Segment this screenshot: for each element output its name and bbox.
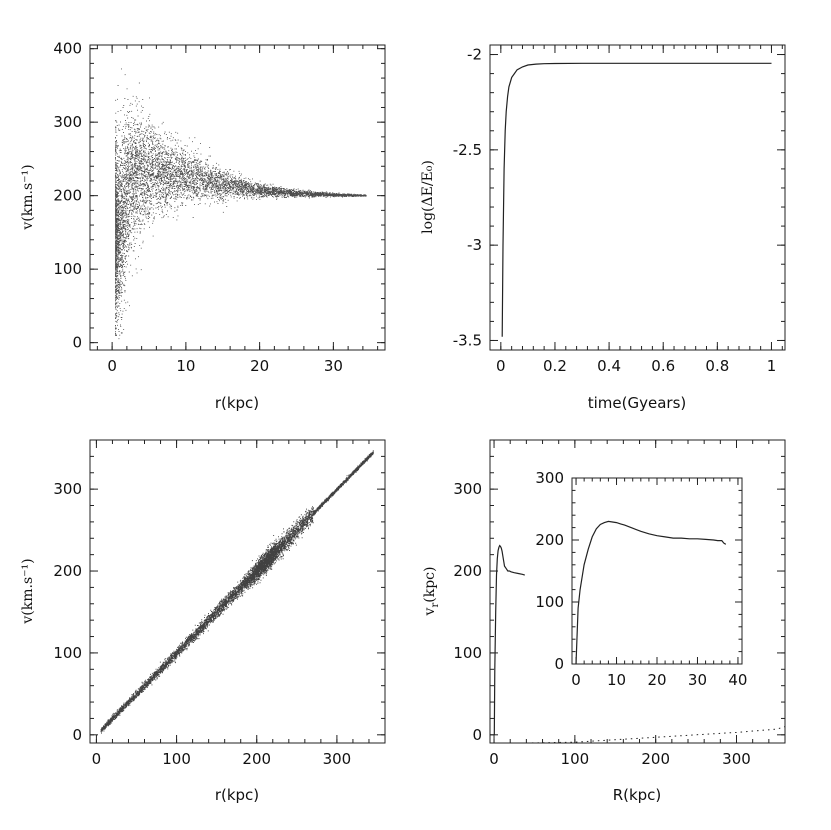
scatter-cloud (115, 68, 367, 340)
x-tick-label: 200 (242, 750, 271, 768)
inset-axis-ticks: 0 10 20 30 40 0 100 200 300 (535, 469, 747, 689)
x-tick-label: 0 (571, 671, 581, 689)
x-axis-label: r(kpc) (215, 394, 259, 412)
y-axis-label: vr(kpc) (422, 567, 441, 617)
x-axis-label: time(Gyears) (588, 394, 687, 412)
inset-frame (571, 477, 743, 665)
panel-energy-time: 0 0.2 0.4 0.6 0.8 1-3.5-3-2.5-2 time(Gyears) … (420, 44, 786, 412)
y-tick-label: 300 (53, 480, 82, 498)
x-tick-label: 10 (176, 357, 195, 375)
x-tick-label: 0.2 (543, 357, 567, 375)
y-tick-label: -2 (467, 46, 482, 64)
y-axis-label: log(ΔE/E₀) (420, 160, 436, 234)
inset-rotation-curve (575, 520, 727, 665)
scatter-cloud (100, 450, 374, 734)
y-tick-label: 300 (53, 113, 82, 131)
y-tick-label: -3.5 (453, 331, 482, 349)
x-tick-label: 0.4 (597, 357, 621, 375)
x-tick-label: 10 (607, 671, 626, 689)
x-axis-label: r(kpc) (215, 786, 259, 804)
y-tick-label: 300 (535, 469, 564, 487)
x-tick-label: 0 (107, 357, 117, 375)
x-tick-label: 30 (324, 357, 343, 375)
plot-frame (489, 44, 786, 351)
y-tick-label: 100 (453, 644, 482, 662)
panel-velocity-radius-linear: 0 100 200 300 0 100 200 300 r(kpc) v(km.s⁻¹) (20, 439, 386, 804)
y-tick-label: 0 (72, 726, 82, 744)
y-axis-label: v(km.s⁻¹) (20, 164, 36, 230)
x-tick-label: 30 (688, 671, 707, 689)
y-tick-label: -3 (467, 236, 482, 254)
y-tick-label: 100 (535, 593, 564, 611)
rotation-curve (493, 544, 525, 735)
x-tick-label: 20 (250, 357, 269, 375)
x-tick-label: 40 (728, 671, 747, 689)
x-tick-label: 0 (489, 750, 499, 768)
y-tick-label: 300 (453, 480, 482, 498)
x-tick-label: 0 (496, 357, 506, 375)
y-tick-label: -2.5 (453, 141, 482, 159)
y-tick-label: 0 (472, 726, 482, 744)
y-tick-label: 200 (453, 562, 482, 580)
energy-curve (501, 62, 772, 337)
y-tick-label: 100 (53, 644, 82, 662)
scatter-points (115, 68, 367, 340)
x-tick-label: 0 (92, 750, 102, 768)
y-tick-label: 100 (53, 260, 82, 278)
axis-ticks: 0 0.2 0.4 0.6 0.8 1 -3.5 -3 -2.5 -2 (453, 45, 785, 375)
y-axis-label: v(km.s⁻¹) (20, 558, 36, 624)
x-tick-label: 100 (561, 750, 590, 768)
y-tick-label: 400 (53, 40, 82, 58)
x-tick-label: 300 (323, 750, 352, 768)
y-tick-label: 0 (554, 655, 564, 673)
y-tick-label: 0 (72, 334, 82, 352)
x-tick-label: 1 (767, 357, 777, 375)
inset-chart: 0 10 20 30 40 0 100 200 300 (535, 469, 747, 689)
plot-frame (489, 439, 786, 744)
y-tick-label: 200 (53, 187, 82, 205)
x-tick-label: 20 (647, 671, 666, 689)
y-tick-label: 200 (535, 531, 564, 549)
y-tick-label: 200 (53, 562, 82, 580)
plot-frame (89, 44, 386, 351)
x-axis-label: R(kpc) (613, 786, 662, 804)
scatter-points (100, 450, 374, 734)
x-tick-label: 300 (722, 750, 751, 768)
dotted-curve (526, 726, 786, 744)
x-tick-label: 100 (162, 750, 191, 768)
x-tick-label: 0.8 (705, 357, 729, 375)
x-tick-label: 0.6 (651, 357, 675, 375)
x-tick-label: 200 (641, 750, 670, 768)
axis-ticks: 0 100 200 300 0 100 200 300 (53, 439, 386, 768)
plot-frame (89, 439, 386, 744)
